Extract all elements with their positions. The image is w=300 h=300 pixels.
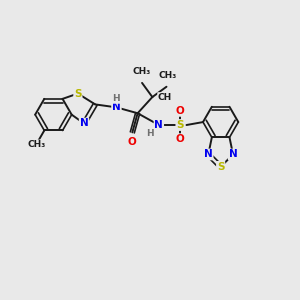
Text: CH₃: CH₃ — [133, 68, 151, 76]
Text: N: N — [112, 102, 121, 112]
Text: S: S — [217, 162, 224, 172]
Text: S: S — [176, 120, 184, 130]
Text: CH₃: CH₃ — [159, 71, 177, 80]
Text: O: O — [176, 106, 184, 116]
Text: CH: CH — [158, 92, 172, 101]
Text: N: N — [229, 149, 237, 160]
Text: CH₃: CH₃ — [27, 140, 45, 149]
Text: O: O — [176, 134, 184, 144]
Text: H: H — [146, 129, 154, 138]
Text: S: S — [74, 88, 82, 99]
Text: O: O — [128, 137, 137, 147]
Text: N: N — [204, 149, 213, 160]
Text: H: H — [112, 94, 120, 103]
Text: N: N — [154, 120, 163, 130]
Text: N: N — [80, 118, 88, 128]
